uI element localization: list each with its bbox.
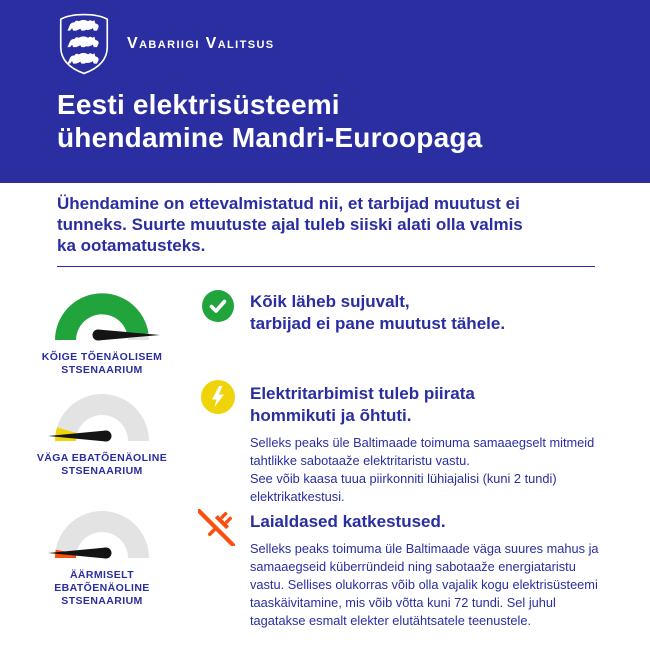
gauge-most-likely: KÕIGE TÕENÄOLISEM STSENAARIUM	[22, 288, 182, 377]
page-title-line1: Eesti elektrisüsteemi	[57, 89, 340, 120]
header: Vabariigi Valitsus Eesti elektrisüsteemi…	[0, 0, 650, 183]
scenario-heading-line2: tarbijad ei pane muutust tähele.	[250, 314, 506, 333]
scenario-heading: Laialdased katkestused.	[250, 511, 612, 533]
check-icon	[202, 290, 234, 322]
scenario-heading: Elektritarbimist tuleb piirata hommikuti…	[250, 383, 612, 427]
divider	[57, 266, 595, 267]
scenario-heading-line1: Kõik läheb sujuvalt,	[250, 292, 410, 311]
intro-text: Ühendamine on ettevalmistatud nii, et ta…	[57, 194, 523, 255]
page-title: Eesti elektrisüsteemi ühendamine Mandri-…	[57, 88, 482, 154]
scenario-heading: Kõik läheb sujuvalt, tarbijad ei pane mu…	[250, 291, 612, 335]
gauge-very-unlikely: VÄGA EBATÕENÄOLINE STSENAARIUM	[22, 389, 182, 478]
gauge-label: VÄGA EBATÕENÄOLINE STSENAARIUM	[36, 452, 168, 477]
scenario-extremely-unlikely: Laialdased katkestused. Selleks peaks to…	[250, 511, 612, 630]
lightning-icon	[201, 380, 235, 414]
estonia-coat-of-arms-icon	[59, 13, 109, 75]
org-name: Vabariigi Valitsus	[127, 35, 275, 52]
page-title-line2: ühendamine Mandri-Euroopaga	[57, 122, 483, 153]
gauge-red-icon	[47, 511, 149, 559]
scenario-body: Selleks peaks üle Baltimaade toimuma sam…	[250, 435, 595, 504]
scenario-most-likely: Kõik läheb sujuvalt, tarbijad ei pane mu…	[250, 291, 612, 342]
gauge-yellow-icon	[47, 394, 149, 442]
plug-off-icon	[198, 508, 236, 546]
scenario-heading-line1: Elektritarbimist tuleb piirata	[250, 384, 475, 403]
scenario-heading-line1: Laialdased katkestused.	[250, 512, 446, 531]
scenario-body: Selleks peaks toimuma üle Baltimaade väg…	[250, 541, 599, 628]
gauge-green-icon	[54, 293, 160, 341]
gauge-extremely-unlikely: ÄÄRMISELT EBATÕENÄOLINE STSENAARIUM	[22, 506, 182, 608]
gauge-label: KÕIGE TÕENÄOLISEM STSENAARIUM	[41, 351, 163, 376]
gauge-label: ÄÄRMISELT EBATÕENÄOLINE STSENAARIUM	[54, 569, 150, 607]
scenario-very-unlikely: Elektritarbimist tuleb piirata hommikuti…	[250, 383, 612, 506]
government-brand: Vabariigi Valitsus	[57, 13, 275, 75]
scenario-heading-line2: hommikuti ja õhtuti.	[250, 406, 412, 425]
